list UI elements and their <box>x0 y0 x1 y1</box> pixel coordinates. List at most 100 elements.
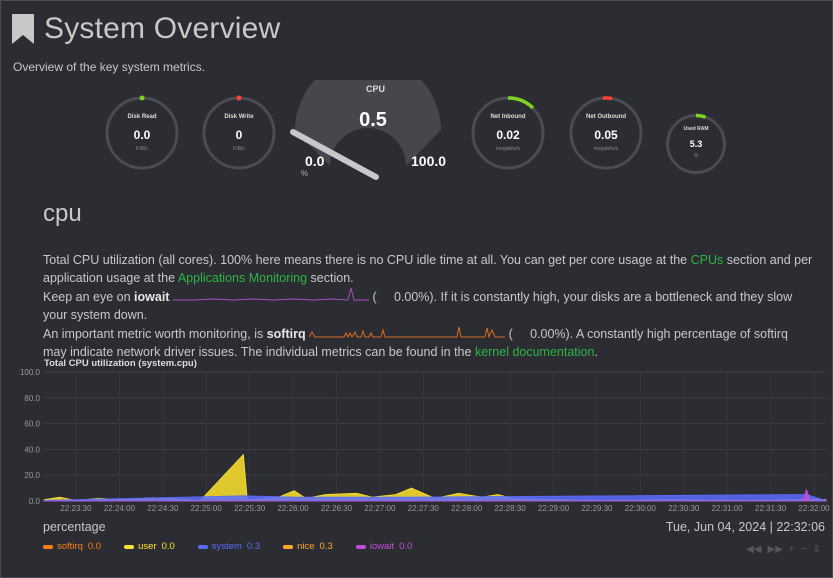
gauge-used-ram-ring <box>666 113 726 174</box>
page-subtitle: Overview of the key system metrics. <box>13 60 206 74</box>
x-tick-label: 22:24:00 <box>104 504 136 513</box>
x-tick-label: 22:27:30 <box>408 504 440 513</box>
softirq-label: softirq <box>266 327 306 341</box>
cpu-gauge-label: CPU <box>366 84 386 94</box>
desc-text: Total CPU utilization (all cores). 100% … <box>43 253 691 267</box>
x-tick-label: 22:26:30 <box>321 504 353 513</box>
x-tick-label: 22:30:30 <box>668 504 700 513</box>
y-tick-label: 100.0 <box>20 368 41 377</box>
legend-name: nice <box>297 541 315 552</box>
desc-text: Keep an eye on <box>43 290 135 304</box>
legend-name: iowait <box>369 541 395 552</box>
desc-paragraph-3: An important metric worth monitoring, is… <box>43 324 813 361</box>
desc-text: section and per application usage at the <box>43 253 813 285</box>
y-tick-label: 0.0 <box>29 497 41 506</box>
legend-swatch <box>355 544 366 549</box>
x-tick-label: 22:31:00 <box>712 504 744 513</box>
gauge-net-outbound[interactable]: Net Outbound 0.05 megabits/s <box>568 95 644 171</box>
gauge-disk-read-ring <box>105 95 179 170</box>
series-system-area <box>43 494 827 502</box>
legend-item-user[interactable]: user 0.0 <box>124 541 175 552</box>
gauge-net-inbound[interactable]: Net Inbound 0.02 megabits/s <box>470 95 546 171</box>
applications-monitoring-link[interactable]: Applications Monitoring <box>177 270 308 285</box>
legend-name: system <box>211 541 242 552</box>
legend-value: 0.0 <box>399 541 413 552</box>
legend-name: user <box>138 541 157 552</box>
legend-item-softirq[interactable]: softirq 0.0 <box>43 541 101 552</box>
gauge-used-ram-unit: % <box>693 153 699 159</box>
zoom-out-icon[interactable]: − <box>800 544 807 555</box>
gauge-disk-write-label: Disk Write <box>224 114 254 120</box>
gauge-net-inbound-value: 0.02 <box>496 128 520 142</box>
gauge-net-inbound-unit: megabits/s <box>495 146 521 152</box>
legend-value: 0.0 <box>87 541 102 552</box>
legend-item-nice[interactable]: nice 0.3 <box>283 541 333 552</box>
series-iowait-area <box>44 488 826 502</box>
chart-controls: ◀◀ ▶▶ + − ⇕ <box>740 544 821 555</box>
desc-paragraph-2: Keep an eye on iowait ( 0.00%). If it is… <box>43 287 813 324</box>
page-title: System Overview <box>44 12 281 45</box>
resize-icon[interactable]: ⇕ <box>812 544 821 555</box>
y-tick-label: 40.0 <box>24 445 40 454</box>
cpu-utilization-chart[interactable]: 0.0 20.0 40.0 60.0 80.0 100.0 22:23:30 22:24:00… <box>0 368 833 518</box>
gauge-net-inbound-ring <box>471 96 545 170</box>
x-tick-label: 22:28:30 <box>495 504 527 513</box>
chart-timestamp: Tue, Jun 04, 2024 | 22:32:06 <box>665 520 825 534</box>
desc-text: ). If it is constantly high, your disks … <box>43 290 793 322</box>
gauge-net-outbound-ring <box>569 96 643 170</box>
x-tick-label: 22:25:00 <box>191 504 223 513</box>
x-tick-label: 22:27:00 <box>364 504 396 513</box>
cpus-link[interactable]: CPUs <box>690 253 724 267</box>
iowait-value: 0.00% <box>393 290 430 304</box>
desc-text: ). A constantly high percentage of softi… <box>43 327 788 359</box>
chart-title: Total CPU utilization (system.cpu) <box>44 358 197 369</box>
x-tick-label: 22:24:30 <box>147 504 179 513</box>
legend-value: 0.0 <box>161 541 175 552</box>
chart-ylabel: percentage <box>43 520 106 534</box>
softirq-sparkline <box>309 326 506 339</box>
rewind-icon[interactable]: ◀◀ <box>746 544 762 555</box>
x-tick-label: 22:30:00 <box>625 504 657 513</box>
gauge-used-ram[interactable]: Used RAM 5.3 % <box>665 113 727 175</box>
x-tick-label: 22:31:30 <box>755 504 787 513</box>
gauge-disk-read-label: Disk Read <box>127 114 157 120</box>
desc-text: section. <box>307 270 354 285</box>
gauge-disk-write[interactable]: Disk Write 0 KiB/s <box>201 95 277 171</box>
iowait-sparkline <box>172 287 369 301</box>
iowait-label: iowait <box>134 290 170 304</box>
x-tick-label: 22:28:00 <box>451 504 483 513</box>
gauge-disk-read-value: 0.0 <box>133 128 151 142</box>
kernel-documentation-link[interactable]: kernel documentation <box>474 344 595 359</box>
gauge-net-outbound-label: Net Outbound <box>586 114 626 120</box>
legend-swatch <box>124 544 135 549</box>
softirq-paren: ( <box>508 327 531 341</box>
section-title: cpu <box>43 200 82 227</box>
bookmark-icon <box>12 14 34 44</box>
fast-forward-icon[interactable]: ▶▶ <box>767 544 783 555</box>
gauge-net-inbound-label: Net Inbound <box>490 114 526 120</box>
cpu-gauge-max: 100.0 <box>411 153 447 169</box>
cpu-gauge-needle <box>290 129 379 180</box>
iowait-paren: ( <box>372 290 394 304</box>
gauge-used-ram-value: 5.3 <box>689 139 703 149</box>
cpu-gauge-min: 0.0 <box>305 153 325 169</box>
gauge-disk-write-unit: KiB/s <box>233 146 245 152</box>
section-description: Total CPU utilization (all cores). 100% … <box>43 252 813 361</box>
cpu-gauge-unit: % <box>301 169 309 178</box>
series-user-area <box>43 453 827 502</box>
x-tick-label: 22:25:30 <box>234 504 266 513</box>
desc-paragraph-1: Total CPU utilization (all cores). 100% … <box>43 252 813 287</box>
y-tick-label: 60.0 <box>24 420 40 429</box>
zoom-in-icon[interactable]: + <box>788 544 795 555</box>
gauge-disk-read[interactable]: Disk Read 0.0 KiB/s <box>104 95 180 171</box>
legend-item-iowait[interactable]: iowait 0.0 <box>355 541 413 552</box>
y-tick-label: 20.0 <box>24 471 40 480</box>
x-tick-label: 22:29:30 <box>581 504 613 513</box>
y-tick-label: 80.0 <box>24 394 40 403</box>
legend-swatch <box>283 544 294 549</box>
gauge-disk-read-unit: KiB/s <box>136 146 148 152</box>
x-tick-label: 22:26:00 <box>277 504 309 513</box>
legend-item-system[interactable]: system 0.3 <box>197 541 260 552</box>
x-tick-label: 22:23:30 <box>60 504 92 513</box>
cpu-gauge[interactable] <box>283 80 463 190</box>
